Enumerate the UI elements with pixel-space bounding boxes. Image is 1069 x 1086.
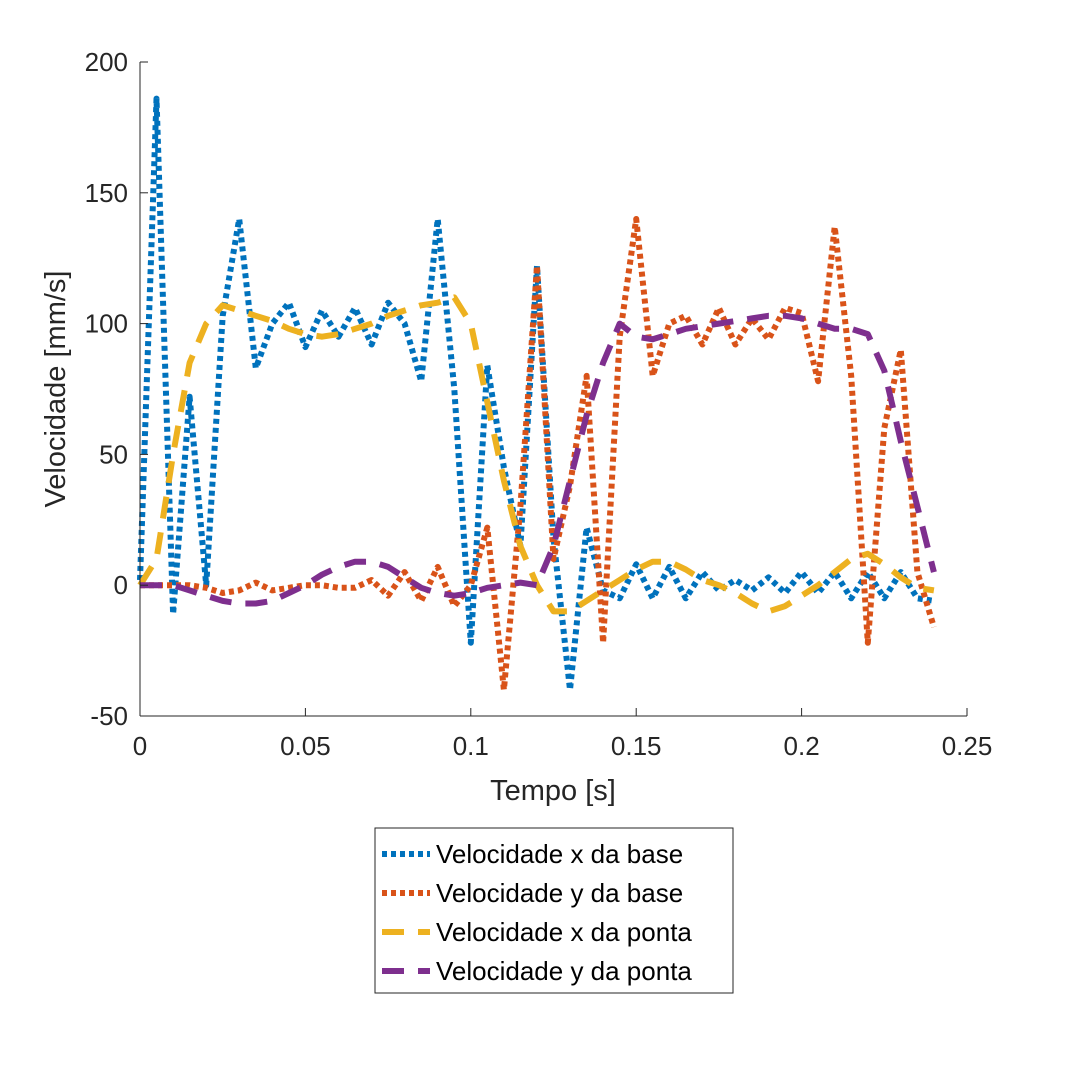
y-tick-label: -50 <box>90 701 128 731</box>
series-line-2 <box>140 216 937 693</box>
y-tick-label: 150 <box>85 178 128 208</box>
legend-box <box>374 827 734 994</box>
legend-label-2: Velocidade y da base <box>436 878 683 908</box>
series-line-4 <box>140 312 937 607</box>
series-line-3 <box>137 294 935 615</box>
series-layer <box>137 95 937 693</box>
x-tick-label: 0.25 <box>942 731 993 761</box>
x-tick-label: 0.2 <box>784 731 820 761</box>
x-tick-label: 0.15 <box>611 731 662 761</box>
plot-background <box>140 62 967 716</box>
legend: Velocidade x da base Velocidade y da base… <box>374 827 734 994</box>
y-tick-label: 200 <box>85 47 128 77</box>
x-axis-label: Tempo [s] <box>490 775 616 807</box>
legend-label-4: Velocidade y da ponta <box>436 956 692 986</box>
legend-label-3: Velocidade x da ponta <box>436 917 692 947</box>
x-tick-label: 0 <box>133 731 147 761</box>
y-tick-label: 100 <box>85 309 128 339</box>
axes <box>139 61 968 717</box>
legend-label-1: Velocidade x da base <box>436 839 683 869</box>
y-tick-label: 50 <box>99 439 128 469</box>
x-tick-label: 0.1 <box>453 731 489 761</box>
x-tick-label: 0.05 <box>280 731 331 761</box>
y-axis-label: Velocidade [mm/s] <box>40 271 72 508</box>
y-tick-label: 0 <box>114 570 128 600</box>
